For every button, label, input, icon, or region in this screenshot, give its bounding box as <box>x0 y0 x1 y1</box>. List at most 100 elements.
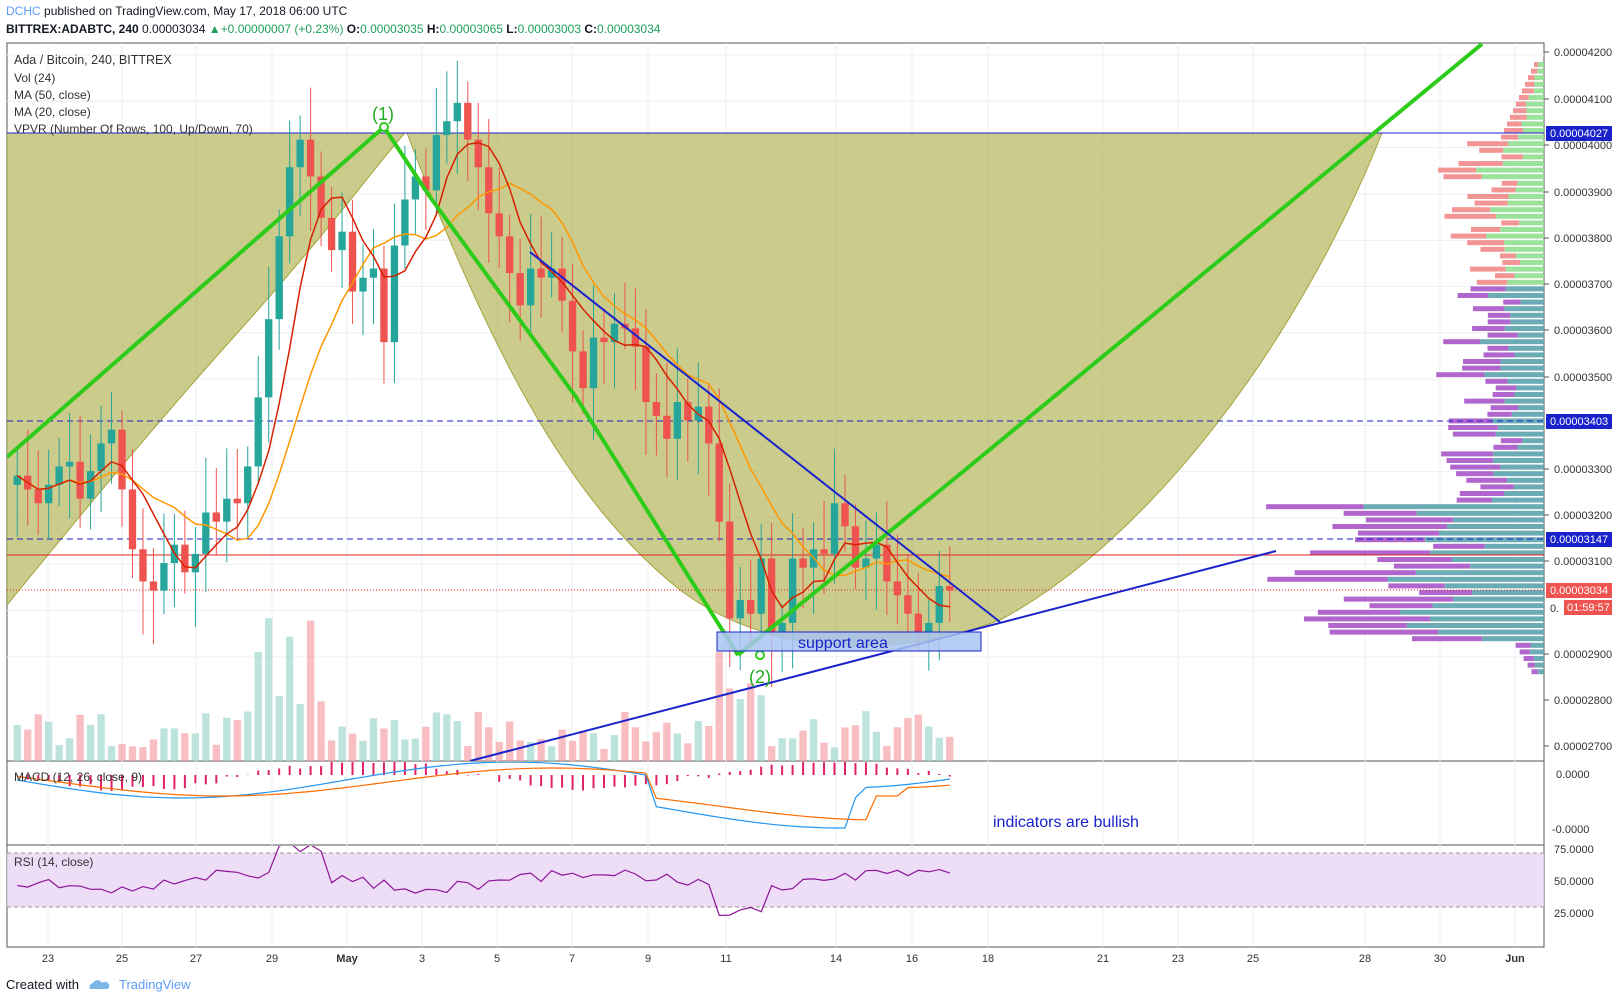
volume-bar <box>380 728 388 761</box>
candle-body <box>904 595 912 614</box>
vpvr-down-bar <box>1466 477 1508 483</box>
price-axis[interactable]: 0.00004200 0.00004100 0.00004000 0.00003900… <box>1544 47 1612 753</box>
volume-bar <box>223 717 231 761</box>
low-value: 0.00003003 <box>517 22 582 36</box>
vpvr-up-bar <box>1484 543 1544 549</box>
candle-body <box>139 549 147 582</box>
macd-pane <box>16 762 951 829</box>
candle-body <box>285 167 294 237</box>
candle-body <box>537 268 545 278</box>
volume-bar <box>453 721 461 761</box>
vpvr-down-bar <box>1467 240 1505 246</box>
vpvr-up-bar <box>1510 312 1544 318</box>
tradingview-cloud-icon <box>89 979 110 989</box>
time-axis[interactable]: 23 25 27 29 May 3 5 7 9 11 14 16 18 21 23 25 28 30 Jun <box>42 953 1525 965</box>
left-cup-shape <box>7 132 407 606</box>
candle-body <box>390 245 399 343</box>
volume-bar <box>495 741 503 761</box>
volume-bar <box>526 742 535 761</box>
time-axis-label: 30 <box>1434 953 1446 965</box>
candle-body <box>107 429 116 444</box>
vpvr-down-bar <box>1470 227 1501 232</box>
vpvr-up-bar <box>1516 385 1544 391</box>
legend-title[interactable]: Ada / Bitcoin, 240, BITTREX <box>14 53 172 67</box>
vpvr-up-bar <box>1511 411 1544 417</box>
open-value: 0.00003035 <box>360 22 424 36</box>
price-axis-label: 0.00003200 <box>1554 510 1612 522</box>
vpvr-down-bar <box>1266 504 1364 510</box>
volume-bar <box>946 736 954 761</box>
volume-bar <box>275 695 283 761</box>
vpvr-up-bar <box>1476 167 1544 173</box>
volume-bar <box>652 732 661 761</box>
volume-bar <box>914 714 922 761</box>
vpvr-down-bar <box>1450 464 1501 470</box>
blue-support-trendline[interactable] <box>469 550 1277 761</box>
vpvr-down-bar <box>1310 550 1431 556</box>
vpvr-up-bar <box>1500 227 1544 232</box>
vpvr-up-bar <box>1507 200 1544 206</box>
time-axis-label: 14 <box>830 953 842 965</box>
rsi-line <box>17 846 950 917</box>
volume-bar <box>118 744 126 761</box>
candle-body <box>432 135 441 191</box>
vpvr-up-bar <box>1504 240 1544 246</box>
volume-bar <box>474 711 482 761</box>
vpvr-up-bar <box>1493 458 1544 463</box>
vpvr-down-bar <box>1503 299 1521 305</box>
vpvr-down-bar <box>1464 398 1505 404</box>
candle-body <box>736 599 744 619</box>
vpvr-up-bar <box>1533 656 1544 661</box>
vpvr-down-bar <box>1493 444 1518 450</box>
candle-body <box>841 503 849 527</box>
rsi-label[interactable]: RSI (14, close) <box>14 855 93 869</box>
vpvr-up-bar <box>1492 451 1544 457</box>
macd-label[interactable]: MACD (12, 26, close, 9) <box>14 770 142 784</box>
point-2-label: (2) <box>749 667 771 687</box>
vpvr-down-bar <box>1502 260 1521 265</box>
legend-vol[interactable]: Vol (24) <box>14 71 55 85</box>
candle-body <box>244 466 252 504</box>
candle-body <box>369 268 378 278</box>
vpvr-up-bar <box>1486 233 1544 239</box>
vpvr-up-bar <box>1453 596 1544 602</box>
price-axis-label: 0.00003500 <box>1554 372 1612 384</box>
vpvr-up-bar <box>1514 273 1544 279</box>
legend-vpvr[interactable]: VPVR (Number Of Rows, 100, Up/Down, 70) <box>14 122 253 136</box>
volume-bar <box>883 745 891 761</box>
rsi-pane <box>7 846 1544 917</box>
candle-body <box>348 231 357 292</box>
legend-ma50[interactable]: MA (50, close) <box>14 88 91 102</box>
vpvr-down-bar <box>1369 603 1433 609</box>
vpvr-down-bar <box>1267 576 1388 582</box>
publish-info: published on TradingView.com, May 17, 20… <box>44 4 348 18</box>
volume-bar <box>55 745 63 761</box>
volume-bar <box>684 743 692 761</box>
candle-body <box>851 526 860 568</box>
vpvr-up-bar <box>1517 134 1544 140</box>
volume-bar <box>13 724 21 761</box>
vpvr-down-bar <box>1507 121 1522 127</box>
volume-bar <box>705 726 713 761</box>
volume-bar <box>327 740 336 761</box>
support-area-box[interactable] <box>716 631 982 652</box>
candle-body <box>45 484 53 504</box>
blue-downtrend-line[interactable] <box>529 251 1001 623</box>
candle-body <box>275 236 283 320</box>
vpvr-up-bar <box>1508 194 1544 199</box>
vpvr-down-bar <box>1527 662 1535 668</box>
author-name[interactable]: DCHC <box>6 4 41 18</box>
candle-body <box>13 475 21 485</box>
tradingview-link[interactable]: TradingView <box>118 977 191 992</box>
candle-body <box>600 337 608 343</box>
vpvr-down-bar <box>1355 537 1425 543</box>
vpvr-down-bar <box>1534 62 1539 67</box>
vpvr-up-bar <box>1481 174 1544 180</box>
candle-body <box>254 397 262 467</box>
volume-bar <box>86 724 95 761</box>
vpvr-up-bar <box>1515 253 1544 259</box>
legend-ma20[interactable]: MA (20, close) <box>14 105 91 119</box>
vpvr-down-bar <box>1343 510 1417 516</box>
price-axis-label: 0.00003600 <box>1554 325 1612 337</box>
